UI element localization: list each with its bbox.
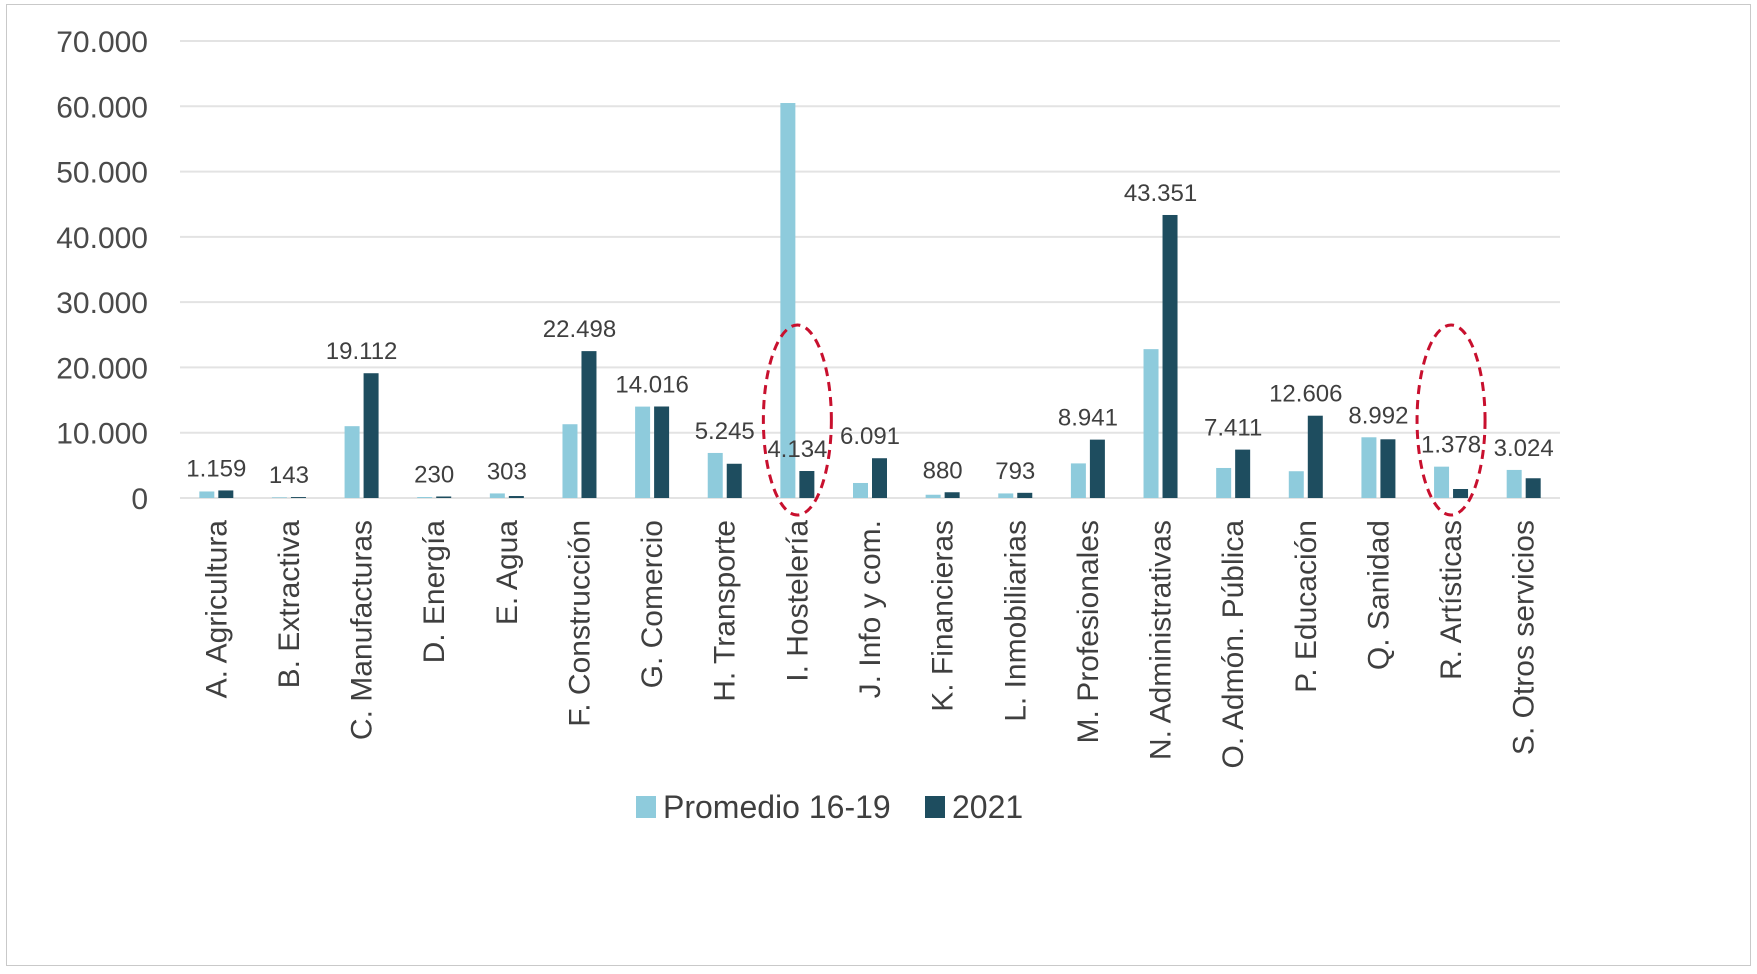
data-label: 6.091 (840, 423, 900, 450)
bar-promedio (344, 426, 360, 498)
bar-promedio (780, 103, 796, 499)
category-label: L. Inmobiliarias (999, 520, 1032, 722)
data-label: 5.245 (695, 418, 755, 445)
bar-promedio (1361, 437, 1377, 498)
bar-promedio (489, 493, 505, 498)
gridlines (180, 40, 1560, 499)
y-tick-label: 0 (131, 483, 148, 516)
data-label: 7.411 (1204, 415, 1262, 442)
category-label: M. Profesionales (1072, 520, 1105, 743)
data-label: 12.606 (1269, 381, 1342, 408)
legend-label: Promedio 16-19 (663, 789, 891, 825)
data-label: 19.112 (326, 338, 398, 365)
data-label: 1.378 (1421, 432, 1481, 459)
bar-2021 (726, 463, 742, 498)
bar-2021 (1453, 489, 1469, 498)
y-tick-label: 40.000 (56, 222, 148, 255)
bar-2021 (363, 373, 379, 498)
data-label: 4.134 (767, 436, 827, 463)
data-label: 1.159 (186, 455, 246, 482)
y-tick-label: 60.000 (56, 91, 148, 124)
data-label: 303 (487, 458, 527, 485)
legend: Promedio 16-19 2021 (636, 789, 1023, 825)
bar-2021 (1017, 492, 1033, 498)
bar-2021 (436, 496, 452, 498)
bar-promedio (998, 493, 1014, 498)
category-label: P. Educación (1290, 520, 1323, 693)
bar-promedio (1143, 349, 1159, 498)
bar-2021 (799, 471, 815, 498)
bar-promedio (635, 406, 651, 498)
data-label: 230 (414, 461, 454, 488)
y-tick-label: 50.000 (56, 157, 148, 190)
data-label: 22.498 (543, 316, 616, 343)
bar-2021 (1380, 439, 1396, 498)
legend-label: 2021 (952, 789, 1023, 825)
category-label: S. Otros servicios (1508, 520, 1541, 755)
category-label: O. Admón. Pública (1217, 520, 1250, 769)
category-label: N. Administrativas (1145, 520, 1178, 760)
highlight-ellipses (761, 323, 1487, 517)
data-label: 143 (269, 462, 309, 489)
data-label: 14.016 (615, 371, 688, 398)
bar-2021 (508, 496, 524, 498)
bar-promedio (271, 497, 287, 498)
bar-promedio (1216, 467, 1232, 498)
data-label: 8.941 (1058, 405, 1118, 432)
bar-2021 (1089, 439, 1105, 498)
bar-2021 (581, 351, 597, 498)
y-tick-label: 10.000 (56, 418, 148, 451)
bar-2021 (1525, 478, 1541, 498)
legend-swatch (925, 796, 945, 818)
category-label: B. Extractiva (273, 520, 306, 689)
bar-2021 (944, 492, 960, 498)
bar-2021 (1162, 214, 1178, 498)
y-tick-label: 30.000 (56, 287, 148, 320)
bar-2021 (218, 490, 234, 498)
category-label: G. Comercio (636, 520, 669, 688)
bar-promedio (562, 424, 578, 498)
category-labels: A. Agricultura B. Extractiva C. Manufactur… (200, 520, 1540, 769)
data-labels: 1.159 143 19.112 230 303 22.498 14.016 5.245 4.1… (186, 180, 1553, 489)
bar-promedio (199, 491, 215, 498)
category-label: R. Artísticas (1435, 520, 1468, 680)
data-label: 793 (995, 458, 1035, 485)
y-tick-label: 70.000 (56, 26, 148, 59)
bar-promedio (1070, 463, 1086, 498)
category-label: A. Agricultura (200, 520, 233, 699)
bar-promedio (1506, 469, 1522, 498)
category-label: C. Manufacturas (346, 520, 379, 740)
highlight-ellipse (761, 323, 833, 517)
legend-swatch (636, 796, 656, 818)
bar-promedio (1434, 466, 1450, 498)
category-label: J. Info y com. (854, 520, 887, 698)
bar-promedio (417, 497, 433, 498)
data-label: 880 (923, 457, 963, 484)
category-label: F. Construcción (563, 520, 596, 727)
category-label: E. Agua (491, 520, 524, 625)
category-label: Q. Sanidad (1362, 520, 1395, 670)
bar-2021 (872, 458, 887, 498)
category-label: I. Hostelería (781, 520, 814, 682)
category-label: H. Transporte (709, 520, 742, 702)
bar-promedio (1288, 471, 1304, 498)
y-tick-label: 20.000 (56, 352, 148, 385)
bar-promedio (707, 452, 723, 498)
bar-2021 (1235, 449, 1251, 498)
bar-2021 (654, 406, 670, 498)
bars (199, 103, 1541, 499)
category-label: D. Energía (418, 520, 451, 664)
bar-2021 (290, 497, 306, 498)
highlight-ellipse (1415, 323, 1487, 517)
data-label: 3.024 (1494, 435, 1554, 462)
bar-2021 (1307, 415, 1323, 498)
data-label: 8.992 (1348, 402, 1408, 429)
bar-promedio (925, 494, 941, 498)
category-label: K. Financieras (927, 520, 960, 712)
data-label: 43.351 (1124, 180, 1197, 207)
bar-promedio (853, 482, 868, 498)
y-axis-ticks: 0 10.000 20.000 30.000 40.000 50.000 60.000 70.… (56, 26, 148, 516)
